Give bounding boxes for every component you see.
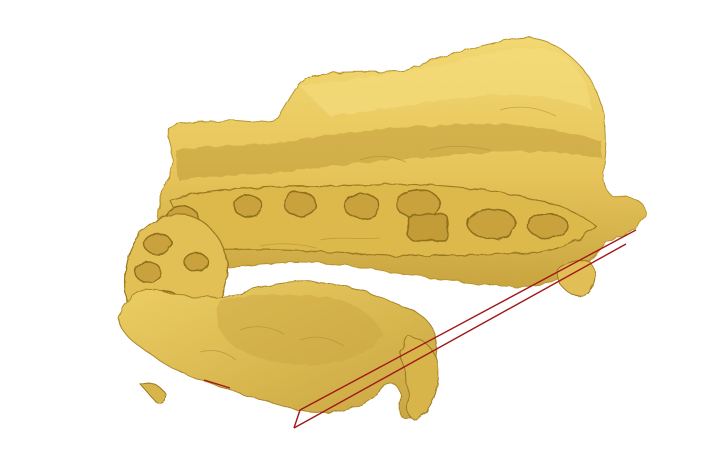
cutting-plane-lines xyxy=(203,229,637,429)
mandible-shape xyxy=(117,281,439,420)
cutting-line-cap xyxy=(293,409,301,429)
posterior-process xyxy=(555,259,596,296)
surface-texture xyxy=(199,106,557,361)
cutting-line-lower xyxy=(293,243,627,429)
cutting-line-fragment xyxy=(203,379,231,389)
cutting-line-upper xyxy=(299,229,637,411)
tooth-row xyxy=(165,183,597,257)
